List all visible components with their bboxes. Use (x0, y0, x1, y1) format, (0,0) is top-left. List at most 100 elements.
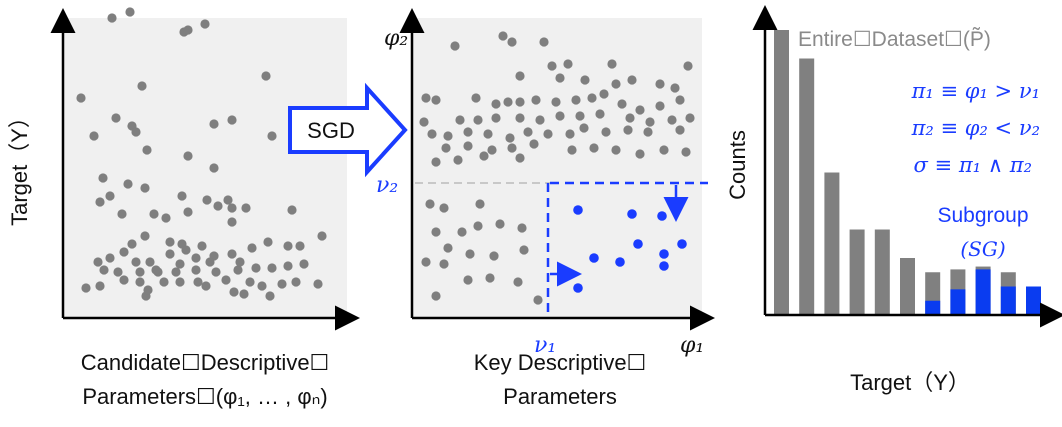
data-point (519, 245, 529, 255)
data-point (227, 115, 237, 125)
data-point (267, 263, 277, 273)
data-point (165, 249, 175, 259)
data-point (251, 263, 261, 273)
data-point (463, 127, 473, 137)
data-point (579, 123, 589, 133)
subgroup-point (659, 261, 669, 271)
data-point (643, 127, 653, 137)
data-point (505, 133, 515, 143)
data-point (623, 125, 633, 135)
data-point (191, 265, 201, 275)
data-point (685, 113, 695, 123)
data-point (539, 37, 549, 47)
data-point (95, 281, 105, 291)
data-point (675, 95, 685, 105)
data-point (211, 267, 221, 277)
data-point (241, 203, 251, 213)
data-point (81, 283, 91, 293)
data-point (595, 109, 605, 119)
data-point (205, 257, 215, 267)
data-point (473, 221, 483, 231)
data-point (197, 241, 207, 251)
data-point (175, 277, 185, 287)
subgroup-point (633, 239, 643, 249)
panel2-points (419, 31, 695, 305)
data-point (283, 241, 293, 251)
data-point (125, 7, 135, 17)
data-point (257, 281, 267, 291)
data-point (503, 97, 513, 107)
data-point (213, 201, 223, 211)
data-point (89, 131, 99, 141)
subgroup-point (677, 239, 687, 249)
sgd-arrow: SGD (288, 82, 408, 178)
data-point (245, 277, 255, 287)
data-point (439, 203, 449, 213)
data-point (123, 179, 133, 189)
data-point (119, 247, 129, 257)
data-point (485, 273, 495, 283)
data-point (137, 81, 147, 91)
data-point (498, 31, 508, 41)
data-point (295, 241, 305, 251)
data-point (507, 37, 517, 47)
data-point (495, 219, 505, 229)
data-point (439, 259, 449, 269)
data-point (625, 113, 635, 123)
data-point (627, 75, 637, 85)
data-point (183, 151, 193, 161)
data-point (287, 205, 297, 215)
data-point (547, 61, 557, 71)
data-point (235, 257, 245, 267)
panel1-y-label: Target（Y） (7, 106, 32, 226)
data-point (142, 145, 152, 155)
data-point (117, 209, 127, 219)
data-point (607, 59, 617, 69)
data-point (239, 289, 249, 299)
data-point (107, 13, 117, 23)
data-point (105, 191, 115, 201)
data-point (515, 71, 525, 81)
data-point (140, 231, 150, 241)
data-point (513, 277, 523, 287)
data-point (567, 145, 577, 155)
data-point (659, 145, 669, 155)
data-point (145, 257, 155, 267)
data-point (555, 73, 565, 83)
data-point (425, 199, 435, 209)
data-point (515, 153, 525, 163)
bar-entire-dataset (874, 229, 890, 315)
data-point (421, 93, 431, 103)
data-point (261, 71, 271, 81)
data-point (523, 127, 533, 137)
data-point (465, 249, 475, 259)
data-point (515, 97, 525, 107)
subgroup-abbrev: (SG) (960, 237, 1005, 261)
nu2-label: ν₂ (376, 173, 398, 198)
bar-subgroup (925, 300, 941, 315)
data-point (575, 111, 585, 121)
data-point (571, 95, 581, 105)
bar-entire-dataset (799, 58, 815, 315)
data-point (635, 105, 645, 115)
data-point (317, 231, 327, 241)
data-point (587, 93, 597, 103)
data-point (183, 25, 193, 35)
data-point (683, 61, 693, 71)
data-point (283, 261, 293, 271)
data-point (475, 199, 485, 209)
data-point (149, 209, 159, 219)
data-point (487, 145, 497, 155)
data-point (201, 281, 211, 291)
panel1-background (63, 18, 347, 318)
subgroup-point (627, 209, 637, 219)
data-point (450, 41, 460, 51)
bar-entire-dataset (824, 172, 840, 315)
data-point (681, 147, 691, 157)
data-point (93, 257, 103, 267)
entire-dataset-label: Entire☐Dataset☐(P̃) (798, 28, 991, 51)
panel2-caption: Key Descriptive☐ Parameters (415, 346, 705, 414)
panel3-histogram: Entire☐Dataset☐(P̃) π₁ ≡ φ₁ > ν₁ π₂ ≡ φ₂… (752, 5, 1062, 328)
bar-subgroup (1000, 286, 1016, 315)
